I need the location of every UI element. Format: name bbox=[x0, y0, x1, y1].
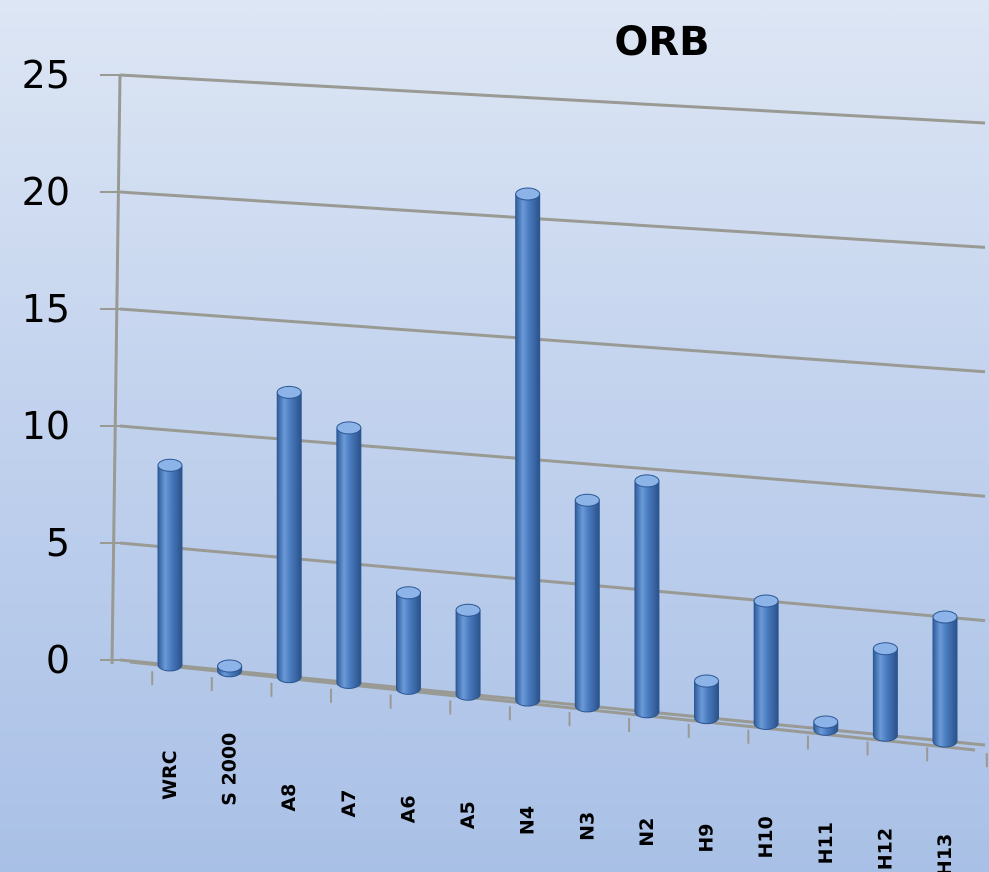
bar bbox=[455, 603, 481, 701]
y-tick-label: 5 bbox=[46, 521, 70, 565]
y-tick-label: 15 bbox=[22, 287, 70, 331]
bar bbox=[634, 474, 660, 719]
x-tick-label: H10 bbox=[755, 816, 777, 858]
y-axis-ticks: 0 5 10 15 20 25 bbox=[22, 53, 70, 682]
bar-top bbox=[515, 187, 541, 201]
bar-top bbox=[813, 715, 839, 729]
bar-top bbox=[753, 594, 779, 608]
gridline bbox=[119, 541, 986, 623]
bar-top bbox=[634, 474, 660, 488]
x-tick-label: H13 bbox=[934, 834, 956, 872]
bar bbox=[276, 385, 302, 684]
bar-top bbox=[932, 610, 958, 624]
bar bbox=[217, 659, 243, 678]
x-tick-label: N3 bbox=[576, 812, 598, 841]
gridline bbox=[119, 307, 986, 374]
x-tick-label: A5 bbox=[457, 801, 479, 829]
bar bbox=[813, 715, 839, 736]
bar-top bbox=[157, 458, 183, 472]
bar bbox=[872, 642, 898, 742]
gridline bbox=[119, 190, 986, 249]
axes bbox=[100, 74, 988, 768]
bar bbox=[574, 493, 600, 713]
x-tick-label: S 2000 bbox=[219, 733, 241, 806]
bar-top bbox=[395, 586, 421, 600]
x-axis-ticks: WRC S 2000 A8 A7 A6 A5 N4 N3 N2 H9 H10 H11 H12 H13 bbox=[159, 733, 956, 872]
x-tick-label: A6 bbox=[397, 795, 419, 823]
x-tick-label: A7 bbox=[338, 790, 360, 818]
y-axis-line bbox=[110, 74, 122, 665]
bar-top bbox=[276, 385, 302, 399]
x-tick-label: H12 bbox=[874, 828, 896, 870]
bar-body bbox=[574, 499, 600, 713]
y-tick-label: 10 bbox=[22, 404, 70, 448]
bar-body bbox=[753, 600, 779, 730]
bar-body bbox=[694, 680, 720, 725]
x-tick-label: A8 bbox=[278, 784, 300, 812]
bar-top bbox=[872, 642, 898, 656]
bar bbox=[157, 458, 183, 672]
gridlines bbox=[119, 73, 986, 747]
bar-top bbox=[217, 659, 243, 673]
y-tick-label: 0 bbox=[46, 638, 70, 682]
bar bbox=[515, 187, 541, 707]
bar-body bbox=[515, 193, 541, 707]
x-tick-label: H9 bbox=[696, 824, 718, 853]
y-tick-label: 20 bbox=[22, 170, 70, 214]
y-tick-label: 25 bbox=[22, 53, 70, 97]
gridline bbox=[119, 658, 986, 747]
bar-top bbox=[694, 674, 720, 688]
x-tick-label: N4 bbox=[517, 806, 539, 835]
bar-body bbox=[395, 592, 421, 695]
bar bbox=[336, 421, 362, 689]
bar-top bbox=[574, 493, 600, 507]
bar-body bbox=[336, 427, 362, 689]
bar-body bbox=[276, 391, 302, 684]
bar-top bbox=[455, 603, 481, 617]
bar bbox=[753, 594, 779, 730]
bar-body bbox=[872, 648, 898, 742]
x-axis-line bbox=[129, 660, 976, 752]
x-tick-label: WRC bbox=[159, 750, 181, 800]
bar bbox=[932, 610, 958, 748]
gridline bbox=[119, 73, 986, 125]
bar-body bbox=[932, 616, 958, 748]
gridline bbox=[119, 424, 986, 498]
bar-top bbox=[336, 421, 362, 435]
chart-title: ORB bbox=[614, 19, 709, 65]
bar-body bbox=[634, 480, 660, 719]
bar-body bbox=[455, 609, 481, 701]
x-tick-label: N2 bbox=[636, 818, 658, 847]
x-tick-label: H11 bbox=[815, 822, 837, 864]
bar-body bbox=[157, 464, 183, 672]
bar bbox=[395, 586, 421, 695]
bars bbox=[157, 187, 958, 748]
bar bbox=[694, 674, 720, 725]
